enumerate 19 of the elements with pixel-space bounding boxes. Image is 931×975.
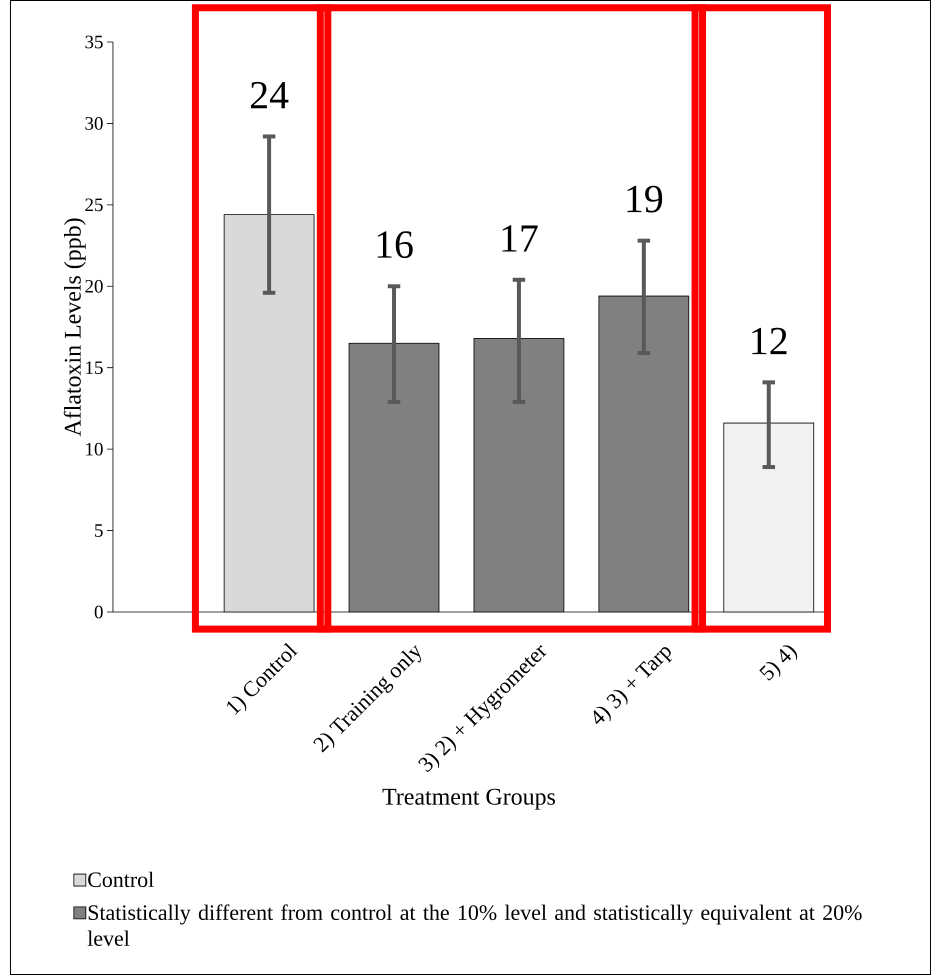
y-tick-label: 10 — [86, 442, 103, 456]
x-tick-label: 4) 3) + Tarp — [594, 647, 672, 724]
data-label: 16 — [378, 231, 413, 258]
y-tick-label: 25 — [85, 198, 103, 212]
y-axis-title: Aflatoxin Levels (ppb) — [64, 218, 86, 436]
legend-label: Statistically different from control at the 10% level and statistically equivalent at 20% level — [88, 904, 862, 946]
y-tick-label: 15 — [86, 361, 103, 374]
data-label: 17 — [502, 225, 538, 252]
data-label: 19 — [627, 186, 662, 212]
y-tick-label: 0 — [94, 606, 103, 618]
y-tick-label: 5 — [95, 524, 103, 537]
data-label: 12 — [752, 328, 786, 354]
legend-label: Control — [88, 872, 154, 888]
y-tick-label: 30 — [85, 117, 103, 130]
y-tick-label: 35 — [85, 36, 103, 48]
data-label: 24 — [250, 82, 288, 108]
x-tick-label: 5) 4) — [759, 645, 798, 681]
x-axis-title: Treatment Groups — [382, 788, 556, 810]
y-tick-label: 20 — [85, 280, 103, 293]
